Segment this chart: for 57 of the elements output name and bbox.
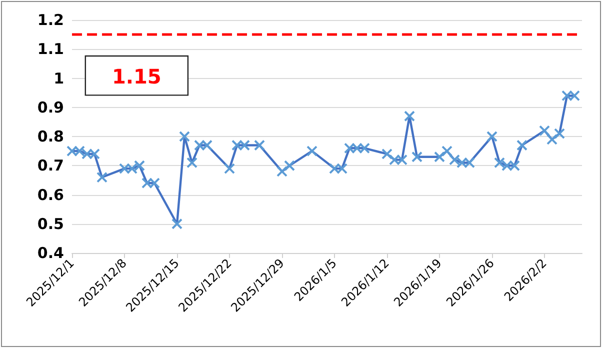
point (546, 134, 558, 145)
y-tick-label: 1 (54, 69, 64, 88)
point (412, 151, 422, 162)
point (352, 142, 362, 154)
point (434, 151, 445, 162)
point (404, 110, 415, 122)
point (194, 140, 205, 151)
y-tick-label: 0.8 (37, 128, 64, 146)
point (389, 154, 400, 166)
point (82, 148, 92, 160)
point (486, 131, 498, 142)
point (396, 154, 408, 166)
point (449, 154, 460, 166)
point (126, 163, 138, 174)
point (119, 163, 130, 174)
y-tick-label: 0.6 (37, 186, 64, 204)
point (179, 131, 190, 142)
point (464, 157, 475, 168)
point (329, 163, 340, 174)
point (306, 146, 318, 157)
point (66, 146, 78, 157)
point (509, 160, 520, 172)
point (382, 148, 392, 160)
y-tick-label: 0.7 (37, 156, 64, 175)
point (456, 157, 468, 168)
point (74, 146, 85, 157)
point (562, 90, 572, 102)
point (254, 140, 265, 151)
point (142, 178, 152, 189)
point (539, 125, 550, 136)
point (134, 160, 145, 172)
y-tick-label: 0.5 (37, 214, 64, 233)
point (202, 140, 212, 151)
point (172, 218, 182, 230)
point (276, 166, 288, 177)
point (569, 90, 580, 102)
point (359, 142, 370, 154)
ref-line-label: 1.15 (112, 64, 162, 89)
point (149, 178, 160, 189)
point (516, 140, 528, 151)
point (89, 148, 100, 160)
y-tick-label: 0.9 (37, 98, 64, 116)
y-tick-label: 1.1 (37, 40, 64, 58)
y-tick-label: 0.4 (37, 244, 64, 262)
y-tick-label: 1.2 (37, 11, 64, 29)
point (232, 140, 242, 151)
point (224, 163, 235, 174)
point (239, 140, 250, 151)
point (336, 163, 348, 174)
point (344, 142, 355, 154)
point (554, 128, 565, 140)
point (442, 146, 452, 157)
point (96, 172, 108, 183)
point (502, 160, 512, 172)
point (494, 157, 505, 168)
point (284, 160, 295, 172)
point (186, 157, 198, 168)
